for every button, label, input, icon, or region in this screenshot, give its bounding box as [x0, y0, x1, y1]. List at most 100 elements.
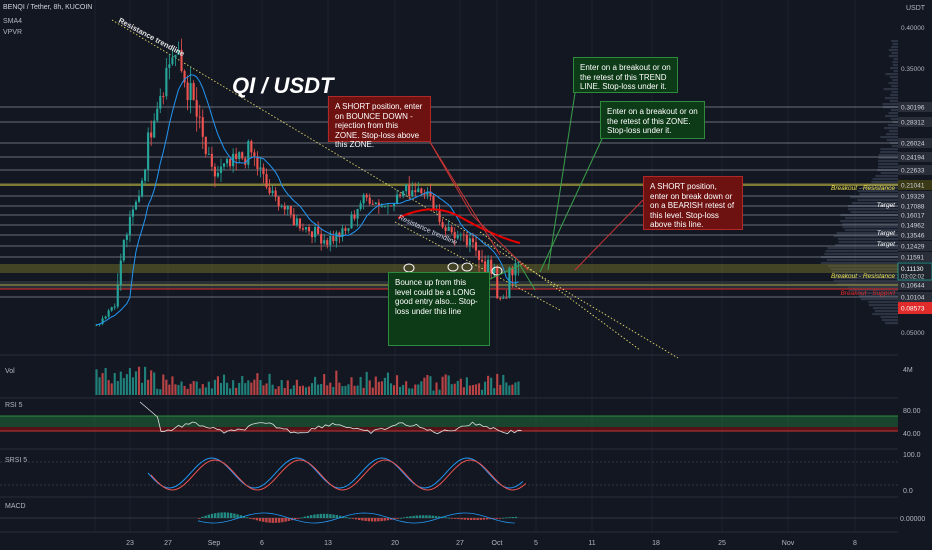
volume-bar: [383, 377, 386, 395]
time-tick-label: 5: [534, 540, 538, 547]
candle-body: [304, 227, 308, 230]
candle-body: [499, 298, 502, 300]
candle-body: [150, 132, 153, 138]
vpvr-bar: [880, 148, 898, 151]
vpvr-bar: [887, 124, 898, 127]
candle-body: [395, 194, 399, 204]
time-tick-label: 27: [164, 540, 172, 547]
vpvr-bar: [880, 316, 898, 319]
candle-body: [505, 297, 508, 299]
candle-body: [341, 228, 344, 238]
volume-bar: [429, 376, 432, 395]
volume-bar: [362, 387, 365, 395]
vpvr-bar: [874, 310, 898, 313]
indicator-panes: [0, 366, 898, 524]
candle-body: [222, 163, 226, 167]
candle-body: [262, 167, 265, 175]
volume-bar: [341, 386, 344, 395]
macd-histogram-bar: [223, 512, 226, 518]
volume-bar: [186, 388, 189, 395]
candle-body: [298, 218, 301, 229]
price-level-value: 0.19329: [901, 194, 925, 201]
volume-bar: [499, 384, 502, 395]
vpvr-bar: [889, 76, 898, 79]
horizontal-levels: 0.30196 0.28312 0.26024 0.24194 0.22633 0.210…: [0, 102, 932, 302]
volume-bar: [107, 380, 110, 395]
volume-bar: [180, 381, 183, 395]
price-level-tag: [898, 117, 932, 127]
macd-histogram-bar: [396, 518, 399, 519]
vpvr-bar: [884, 115, 898, 118]
price-level-value: 0.10104: [901, 295, 925, 302]
pointer-short-bounce: [429, 141, 529, 271]
vpvr-bar: [848, 289, 898, 292]
vpvr-bar: [891, 52, 898, 55]
volume-bar: [213, 379, 216, 395]
rsi-tick-40: 40.00: [903, 431, 921, 438]
volume-bar: [177, 384, 180, 395]
candle-body: [113, 306, 116, 308]
macd-histogram-bar: [310, 515, 313, 518]
candle-body: [426, 191, 429, 195]
candle-body: [104, 316, 107, 319]
resistance-zone-lower: [0, 264, 898, 273]
macd-histogram-bar: [271, 518, 274, 523]
volume-bar: [514, 382, 517, 395]
macd-histogram-bar: [380, 518, 383, 522]
price-level-tag: [898, 230, 932, 240]
volume-bar: [289, 388, 292, 395]
rsi-band-upper: [0, 416, 898, 427]
price-level-tag: [898, 191, 932, 201]
macd-histogram-bar: [511, 516, 514, 518]
candle-body: [468, 238, 471, 246]
current-price-tag: 0.11130 03:02:02: [897, 262, 932, 281]
vpvr-bar: [859, 193, 898, 196]
vpvr-bar: [891, 40, 898, 43]
current-price: 0.11130: [901, 266, 924, 273]
volume-bar: [338, 382, 341, 395]
volume-bar: [344, 385, 347, 395]
price-level-tag: [898, 210, 932, 220]
time-tick-label: 18: [652, 540, 660, 547]
vpvr-bar: [880, 136, 898, 139]
volume-bar: [259, 380, 262, 395]
candle-body: [259, 167, 262, 169]
candle-body: [317, 227, 320, 234]
bounce-markers: [403, 262, 503, 276]
candle-body: [456, 235, 459, 239]
candle-body: [420, 188, 423, 194]
vpvr-bar: [847, 208, 898, 211]
candle-body: [171, 57, 174, 65]
volume-bar: [101, 373, 104, 395]
volume-bar: [505, 382, 508, 395]
volume-bar: [116, 381, 119, 395]
candle-body: [186, 82, 189, 101]
vpvr-bar: [860, 187, 898, 190]
candle-body: [514, 263, 517, 276]
volume-bar: [314, 376, 317, 395]
candle-body: [432, 196, 435, 211]
volume-bar: [380, 381, 383, 395]
macd-histogram-bar: [486, 518, 489, 520]
macd-histogram-bar: [409, 516, 412, 518]
vpvr-bar: [886, 139, 898, 142]
price-level-tag: [898, 220, 932, 230]
candle-body: [292, 214, 295, 226]
vpvr-bar: [842, 223, 898, 226]
vpvr-bar: [878, 157, 898, 160]
time-axis: 23 27 Sep 6 13 20 27 Oct 5 11 18 25 Nov 8: [126, 540, 857, 547]
level-annotation: Target: [877, 202, 896, 209]
volume-bar: [295, 379, 298, 395]
candle-body: [268, 187, 271, 194]
volume-bar: [490, 377, 493, 395]
candle-body: [517, 261, 520, 264]
volume-bar: [484, 381, 487, 395]
vpvr-bar: [826, 259, 898, 262]
price-level-value: 0.16017: [901, 213, 925, 220]
candle-body: [119, 260, 122, 286]
volume-bar: [268, 373, 271, 395]
vpvr-bar: [838, 241, 898, 244]
volume-bar: [487, 375, 490, 395]
macd-histogram-bar: [425, 515, 428, 518]
